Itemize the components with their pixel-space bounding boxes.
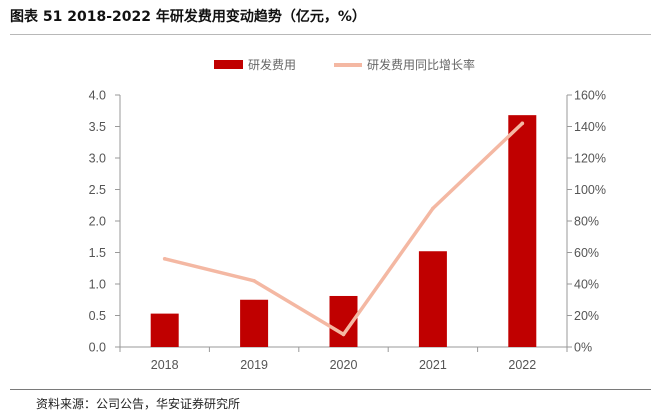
line-series <box>162 121 525 337</box>
x-tick-label: 2018 <box>151 358 179 372</box>
axes: 0.0 0.5 1.0 1.5 2.0 2.5 3.0 3.5 4.0 0% 20% 40% 60% 80… <box>89 89 606 373</box>
legend-bar-label: 研发费用 <box>248 57 296 72</box>
source-divider <box>10 389 651 390</box>
growth-point-2018 <box>162 257 167 261</box>
right-tick-label: 40% <box>574 278 599 292</box>
right-tick-label: 60% <box>574 246 599 260</box>
right-tick-label: 0% <box>574 341 592 355</box>
bar-series <box>150 115 537 347</box>
right-tick-label: 80% <box>574 215 599 229</box>
right-tick-label: 140% <box>574 120 606 134</box>
left-tick-label: 3.5 <box>89 120 106 134</box>
legend: 研发费用 研发费用同比增长率 <box>214 57 475 72</box>
left-tick-label: 3.0 <box>89 152 106 166</box>
growth-point-2021 <box>431 206 435 211</box>
title-divider <box>10 34 651 35</box>
left-tick-label: 2.5 <box>89 183 106 197</box>
bar-2019 <box>240 299 269 347</box>
growth-point-2022 <box>520 121 525 126</box>
left-tick-label: 1.0 <box>89 278 106 292</box>
x-tick-label: 2021 <box>419 358 447 372</box>
left-tick-label: 0.5 <box>89 309 106 323</box>
growth-point-2020 <box>341 332 346 337</box>
right-tick-label: 120% <box>574 152 606 166</box>
x-tick-label: 2019 <box>240 358 268 372</box>
bar-2021 <box>418 251 447 347</box>
left-tick-label: 4.0 <box>89 89 106 103</box>
bar-2018 <box>150 313 179 347</box>
bar-2022 <box>508 115 537 347</box>
right-tick-label: 20% <box>574 309 599 323</box>
right-tick-label: 100% <box>574 183 606 197</box>
left-tick-label: 0.0 <box>89 341 106 355</box>
right-tick-label: 160% <box>574 89 606 103</box>
source-note: 资料来源：公司公告，华安证券研究所 <box>36 397 241 411</box>
x-tick-label: 2020 <box>330 358 358 372</box>
legend-bar-swatch <box>214 60 243 69</box>
left-tick-label: 2.0 <box>89 215 106 229</box>
left-tick-label: 1.5 <box>89 246 106 260</box>
legend-line-label: 研发费用同比增长率 <box>367 57 475 72</box>
growth-point-2019 <box>252 279 256 283</box>
x-tick-label: 2022 <box>508 358 536 372</box>
chart-title: 图表 51 2018-2022 年研发费用变动趋势（亿元，%） <box>10 9 366 25</box>
